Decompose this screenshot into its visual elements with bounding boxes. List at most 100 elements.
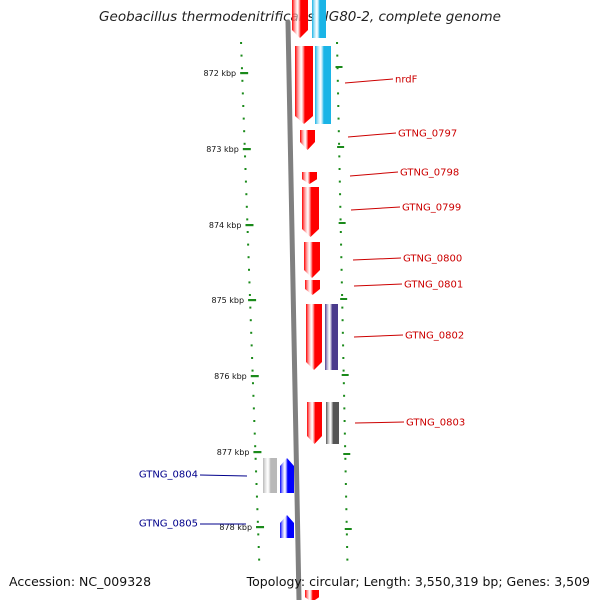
minor-tick-right — [343, 394, 346, 397]
minor-tick-right — [338, 168, 341, 170]
major-tick-left — [242, 148, 251, 151]
gene-arrow-gtng-0803 — [307, 402, 322, 444]
minor-tick-right — [342, 357, 345, 359]
minor-tick-right — [337, 105, 340, 107]
minor-tick-left — [252, 407, 255, 410]
minor-tick-right — [343, 420, 346, 422]
tick-label: 878 kbp — [219, 523, 252, 532]
gene-label: GTNG_0804 — [139, 470, 198, 481]
genome-backbone — [285, 19, 302, 600]
minor-tick-right — [338, 180, 341, 183]
minor-tick-left — [255, 495, 258, 498]
minor-tick-right — [346, 546, 349, 548]
minor-tick-left — [256, 508, 259, 511]
gene-label-leader-line — [199, 474, 248, 477]
minor-tick-left — [250, 331, 253, 334]
minor-tick-left — [255, 470, 258, 473]
tick-label: 872 kbp — [204, 69, 237, 78]
gray-feature-gtng-0803 — [326, 402, 339, 444]
minor-tick-right — [341, 331, 344, 334]
gene-arrow-gtng-0801 — [305, 280, 320, 295]
minor-tick-left — [242, 105, 245, 107]
minor-tick-left — [258, 558, 261, 561]
major-tick-left — [240, 72, 249, 75]
gene-arrow-nrdF — [295, 46, 313, 124]
major-tick-left — [253, 451, 262, 454]
major-tick-right — [335, 66, 343, 68]
purple-feature-gtng-0802 — [325, 304, 338, 370]
tick-label: 877 kbp — [217, 448, 250, 457]
cyan-feature-upstream — [312, 0, 326, 38]
tick-label: 873 kbp — [206, 145, 239, 154]
minor-tick-left — [250, 344, 253, 347]
gene-label: GTNG_0800 — [403, 254, 462, 265]
minor-tick-right — [344, 457, 347, 460]
gene-label-leader-line — [344, 78, 394, 84]
minor-tick-left — [257, 546, 260, 548]
major-tick-right — [343, 453, 351, 455]
gene-arrow-gtng-0805 — [280, 515, 294, 538]
minor-tick-right — [336, 67, 339, 70]
minor-tick-left — [240, 54, 243, 57]
minor-tick-right — [340, 268, 343, 271]
minor-tick-left — [248, 268, 251, 271]
gene-label-leader-line — [352, 257, 402, 261]
minor-tick-right — [345, 533, 348, 536]
minor-tick-left — [249, 306, 252, 309]
minor-tick-left — [240, 42, 243, 44]
minor-tick-left — [254, 445, 257, 448]
minor-tick-left — [249, 319, 252, 322]
gene-arrow-gtng-0799 — [302, 187, 319, 237]
minor-tick-left — [252, 394, 255, 397]
minor-tick-left — [245, 205, 248, 208]
minor-tick-right — [336, 54, 339, 57]
minor-tick-left — [244, 168, 247, 170]
major-tick-left — [248, 299, 257, 302]
gene-arrow-gtng-0798 — [302, 172, 317, 184]
minor-tick-right — [345, 495, 348, 498]
gene-arrow-upstream — [292, 0, 308, 38]
minor-tick-right — [344, 470, 347, 473]
tick-label: 874 kbp — [209, 221, 242, 230]
major-tick-right — [344, 528, 352, 530]
minor-tick-right — [342, 344, 345, 347]
gene-label-leader-line — [350, 206, 401, 211]
gene-label: GTNG_0797 — [398, 129, 457, 140]
tick-label: 876 kbp — [214, 372, 247, 381]
minor-tick-right — [343, 432, 346, 435]
major-tick-right — [340, 298, 348, 300]
tick-label: 875 kbp — [211, 296, 244, 305]
minor-tick-left — [257, 533, 260, 536]
gene-label-leader-line — [347, 132, 397, 138]
minor-tick-right — [341, 294, 344, 296]
minor-tick-left — [243, 130, 246, 133]
minor-tick-right — [338, 142, 341, 145]
gray-feature-gtng-0804 — [263, 458, 277, 493]
minor-tick-left — [246, 231, 249, 233]
minor-tick-right — [340, 256, 343, 259]
minor-tick-right — [336, 42, 339, 44]
minor-tick-right — [345, 508, 348, 511]
minor-tick-right — [336, 79, 339, 82]
gene-arrow-gtng-0804 — [280, 458, 294, 493]
gene-label: GTNG_0802 — [405, 331, 464, 342]
minor-tick-left — [247, 243, 250, 246]
gene-arrow-gtng-0802 — [306, 304, 322, 370]
gene-arrow-gtng-0800 — [304, 242, 320, 278]
minor-tick-right — [340, 281, 343, 284]
minor-tick-right — [343, 407, 346, 410]
major-tick-left — [250, 375, 259, 378]
major-tick-right — [341, 374, 349, 376]
minor-tick-right — [341, 319, 344, 322]
minor-tick-right — [345, 520, 348, 523]
minor-tick-right — [337, 92, 340, 95]
minor-tick-right — [342, 369, 345, 372]
minor-tick-left — [241, 92, 244, 95]
minor-tick-left — [241, 79, 244, 82]
gene-label: GTNG_0803 — [406, 418, 465, 429]
minor-tick-right — [338, 155, 341, 158]
gene-label: GTNG_0798 — [400, 168, 459, 179]
minor-tick-right — [339, 205, 342, 208]
genome-summary-text: Topology: circular; Length: 3,550,319 bp… — [246, 574, 590, 589]
minor-tick-left — [251, 369, 254, 372]
